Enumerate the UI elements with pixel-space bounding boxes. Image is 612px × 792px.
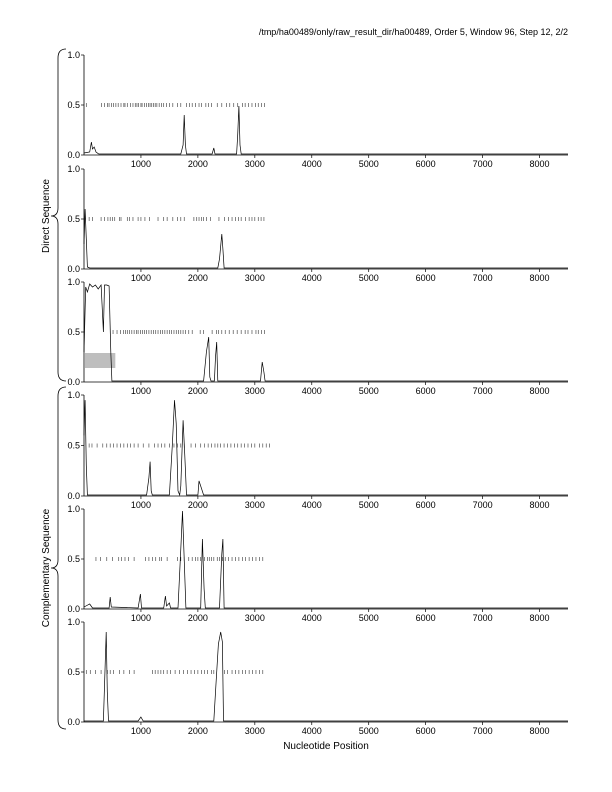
y-tick-label: 0.0 [67,264,80,274]
panel-direct-2: 0.0 0.5 1.0 1000 2000 3000 4000 5000 6000 7000 800… [67,164,568,283]
x-tick-label: 7000 [473,273,493,283]
coding-potential-line [83,208,568,269]
x-tick-label: 1000 [131,726,151,736]
x-tick-label: 8000 [530,159,550,169]
y-tick-label: 1.0 [67,617,80,627]
x-tick-label: 1000 [131,500,151,510]
x-tick-label: 8000 [530,386,550,396]
x-tick-label: 8000 [530,500,550,510]
y-tick-label: 0.0 [67,491,80,501]
y-tick-label: 0.5 [67,441,80,451]
y-tick-label: 0.5 [67,554,80,564]
y-tick-label: 0.0 [67,377,80,387]
x-tick-label: 5000 [359,273,379,283]
x-tick-label: 3000 [245,500,265,510]
x-tick-label: 5000 [359,613,379,623]
x-tick-label: 3000 [245,726,265,736]
coding-potential-line [83,510,568,609]
x-tick-label: 7000 [473,726,493,736]
complementary-sequence-label: Complementary Sequence [41,508,52,627]
y-tick-label: 1.0 [67,164,80,174]
x-tick-label: 7000 [473,613,493,623]
x-tick-label: 5000 [359,386,379,396]
complementary-sequence-brace [50,386,67,730]
y-tick-label: 1.0 [67,390,80,400]
y-tick-label: 1.0 [67,504,80,514]
panel-complementary-3: 0.0 0.5 1.0 1000 2000 3000 4000 5000 6000 7000 800… [67,617,568,736]
x-tick-label: 6000 [416,273,436,283]
x-tick-label: 1000 [131,613,151,623]
x-tick-label: 4000 [302,726,322,736]
x-tick-label: 3000 [245,613,265,623]
y-tick-label: 1.0 [67,277,80,287]
x-tick-label: 5000 [359,159,379,169]
x-tick-label: 2000 [188,159,208,169]
x-tick-label: 6000 [416,159,436,169]
x-tick-label: 2000 [188,726,208,736]
panel-complementary-2: 0.0 0.5 1.0 1000 2000 3000 4000 5000 6000 7000 800… [67,504,568,623]
x-tick-label: 3000 [245,273,265,283]
x-tick-label: 1000 [131,159,151,169]
x-tick-label: 8000 [530,273,550,283]
direct-sequence-label: Direct Sequence [41,179,52,253]
x-tick-label: 2000 [188,613,208,623]
x-tick-label: 6000 [416,386,436,396]
x-tick-label: 6000 [416,613,436,623]
x-tick-label: 3000 [245,386,265,396]
panel-direct-1: 0.0 0.5 1.0 1000 2000 3000 4000 5000 6000 7000 800… [67,50,568,169]
x-tick-label: 5000 [359,726,379,736]
y-tick-label: 0.0 [67,604,80,614]
x-tick-label: 2000 [188,273,208,283]
x-tick-label: 3000 [245,159,265,169]
y-tick-label: 0.5 [67,667,80,677]
coding-potential-line [83,283,568,382]
x-tick-label: 6000 [416,500,436,510]
x-tick-label: 8000 [530,726,550,736]
x-tick-label: 7000 [473,159,493,169]
x-tick-label: 4000 [302,273,322,283]
y-tick-label: 0.5 [67,214,80,224]
page-title: /tmp/ha00489/only/raw_result_dir/ha00489… [258,27,568,37]
x-tick-label: 2000 [188,386,208,396]
direct-sequence-brace [50,48,67,382]
x-tick-label: 5000 [359,500,379,510]
coding-potential-line [83,105,568,155]
x-tick-label: 7000 [473,386,493,396]
x-tick-label: 8000 [530,613,550,623]
coding-potential-line [84,631,568,722]
y-tick-label: 1.0 [67,50,80,60]
y-tick-label: 0.0 [67,150,80,160]
panel-complementary-1: 0.0 0.5 1.0 1000 2000 3000 4000 5000 6000 7000 800… [67,390,568,510]
x-tick-label: 4000 [302,159,322,169]
x-tick-label: 7000 [473,500,493,510]
panels-layer: 0.0 0.5 1.0 1000 2000 3000 4000 5000 6000 7000 800… [67,50,568,736]
x-tick-label: 2000 [188,500,208,510]
shaded-region [85,353,116,368]
x-tick-label: 4000 [302,500,322,510]
x-tick-label: 1000 [131,386,151,396]
x-axis-label: Nucleotide Position [283,741,369,752]
x-tick-label: 1000 [131,273,151,283]
panel-direct-3: 0.0 0.5 1.0 1000 2000 3000 4000 5000 6000 7000 800… [67,277,568,396]
y-tick-label: 0.5 [67,327,80,337]
x-tick-label: 4000 [302,386,322,396]
x-tick-label: 4000 [302,613,322,623]
x-tick-label: 6000 [416,726,436,736]
y-tick-label: 0.5 [67,100,80,110]
y-tick-label: 0.0 [67,717,80,727]
coding-potential-line [83,400,568,497]
